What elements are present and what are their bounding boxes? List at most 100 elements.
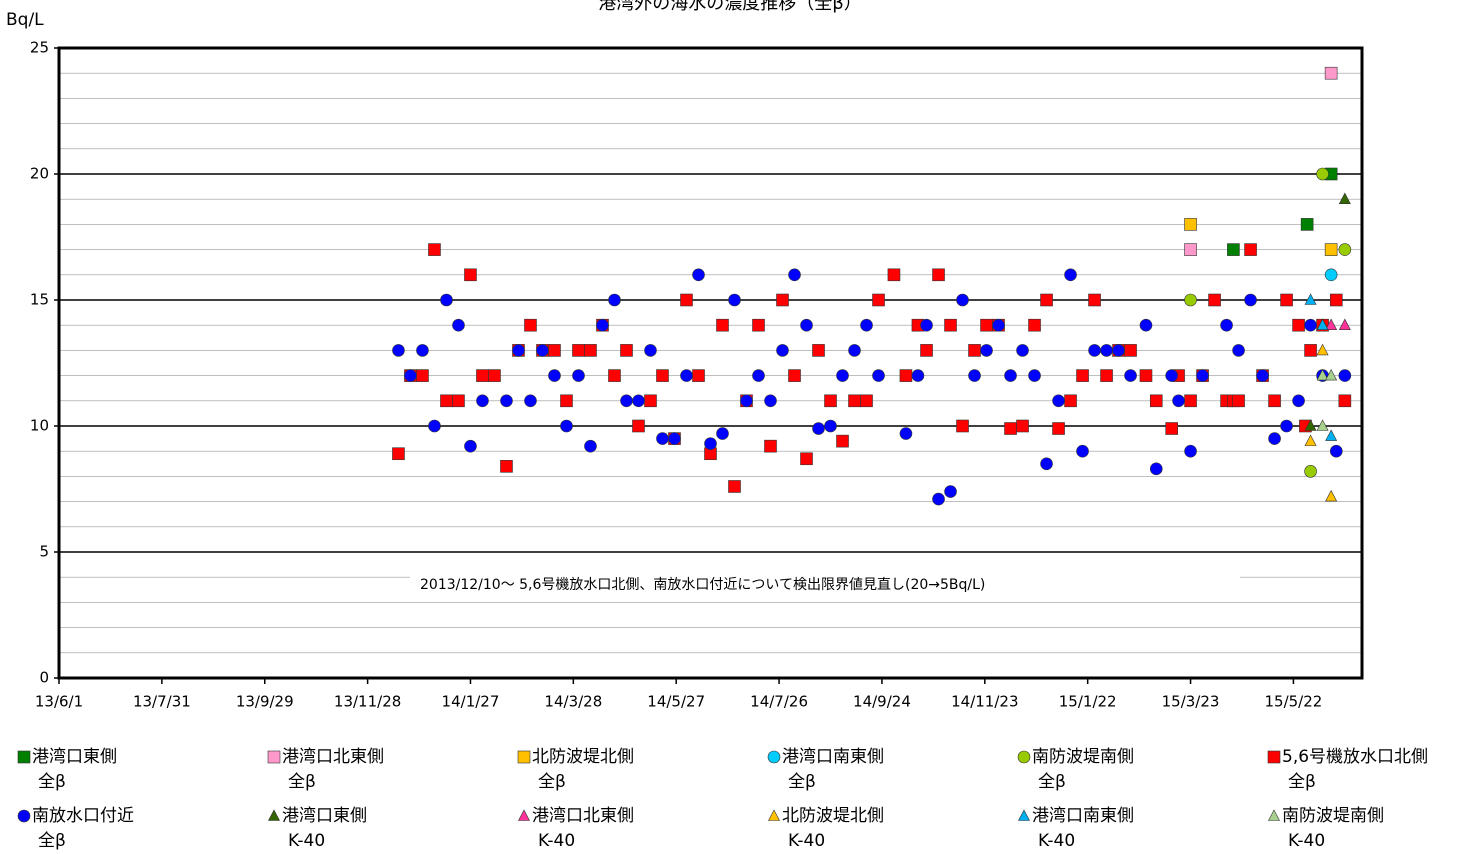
point — [452, 394, 465, 408]
point — [1338, 192, 1351, 204]
point — [1304, 344, 1317, 357]
point — [1304, 419, 1317, 431]
point — [1304, 434, 1317, 446]
point — [572, 369, 585, 382]
point — [1304, 465, 1317, 478]
point — [1076, 369, 1089, 382]
chart-title: 港湾外の海水の濃度推移（全β） — [598, 0, 862, 14]
y-axis-label: Bq/L — [6, 10, 44, 30]
point — [1316, 318, 1329, 331]
point — [1149, 394, 1163, 408]
point — [992, 318, 1005, 332]
legend-label: 北防波堤北側 — [782, 806, 884, 826]
point — [692, 268, 705, 282]
legend-marker — [1018, 809, 1030, 821]
point — [788, 369, 801, 382]
plot-frame — [57, 46, 1364, 680]
point — [911, 369, 925, 382]
point — [1338, 243, 1352, 256]
legend-marker — [268, 809, 280, 821]
point — [1172, 394, 1185, 408]
x-tick-label: 14/1/27 — [442, 693, 500, 711]
point — [1052, 422, 1065, 435]
legend-label: 北防波堤北側 — [532, 747, 634, 767]
point — [560, 394, 573, 408]
point — [1064, 268, 1077, 282]
point — [1292, 394, 1305, 408]
x-tick-label: 14/9/24 — [853, 693, 911, 711]
point — [944, 485, 957, 498]
point — [620, 344, 633, 357]
point — [644, 394, 657, 408]
point — [452, 318, 465, 332]
legend-marker — [768, 809, 780, 821]
point — [476, 394, 489, 408]
point — [416, 369, 429, 382]
point — [404, 369, 417, 382]
point — [548, 344, 561, 357]
point — [500, 394, 513, 408]
point — [932, 268, 945, 282]
point — [848, 394, 861, 408]
point — [1076, 444, 1089, 458]
point — [524, 318, 537, 332]
legend-sublabel: 全β — [288, 772, 316, 792]
legend-marker — [1268, 809, 1280, 821]
point — [1100, 344, 1113, 357]
point — [1227, 243, 1240, 256]
legend-sublabel: K-40 — [1038, 831, 1075, 851]
legend-sublabel: 全β — [1288, 772, 1316, 792]
legend-label: 南防波堤南側 — [1032, 747, 1134, 767]
point — [1280, 419, 1293, 433]
point — [716, 427, 729, 440]
point — [1232, 344, 1245, 357]
x-tick-label: 14/11/23 — [951, 693, 1018, 711]
point — [548, 369, 561, 382]
point — [968, 344, 981, 357]
point — [1088, 344, 1101, 357]
x-tick-label: 13/11/28 — [334, 693, 401, 711]
point — [632, 419, 645, 433]
legend-sublabel: K-40 — [288, 831, 325, 851]
point — [476, 369, 489, 382]
point — [620, 394, 633, 408]
y-tick-label: 5 — [39, 543, 49, 561]
point — [524, 394, 537, 408]
point — [1016, 344, 1029, 357]
point — [1165, 369, 1178, 382]
y-tick-label: 0 — [39, 669, 49, 687]
point — [1329, 444, 1343, 458]
point — [1325, 318, 1338, 331]
point — [920, 344, 933, 357]
point — [464, 268, 477, 282]
point — [1028, 369, 1041, 382]
point — [1004, 422, 1017, 435]
point — [1256, 369, 1269, 382]
point — [608, 369, 621, 382]
point — [728, 480, 741, 493]
point — [512, 344, 525, 357]
point — [740, 394, 753, 408]
point — [632, 394, 645, 408]
legend-sublabel: K-40 — [1288, 831, 1325, 851]
point — [1088, 293, 1101, 307]
point — [680, 369, 693, 382]
x-tick-label: 15/3/23 — [1162, 693, 1220, 711]
y-tick-label: 25 — [30, 39, 49, 57]
point — [899, 369, 913, 382]
point — [1184, 293, 1197, 307]
point — [488, 369, 501, 382]
legend-sublabel: 全β — [38, 831, 66, 851]
legend-label: 港湾口南東側 — [782, 747, 884, 767]
point — [416, 344, 429, 357]
point — [872, 293, 885, 307]
point — [800, 452, 813, 466]
point — [1304, 293, 1317, 305]
legend-marker — [518, 809, 530, 821]
point — [704, 437, 717, 450]
point — [1004, 369, 1017, 382]
point — [1325, 368, 1338, 381]
point — [716, 318, 729, 332]
point — [428, 419, 441, 433]
